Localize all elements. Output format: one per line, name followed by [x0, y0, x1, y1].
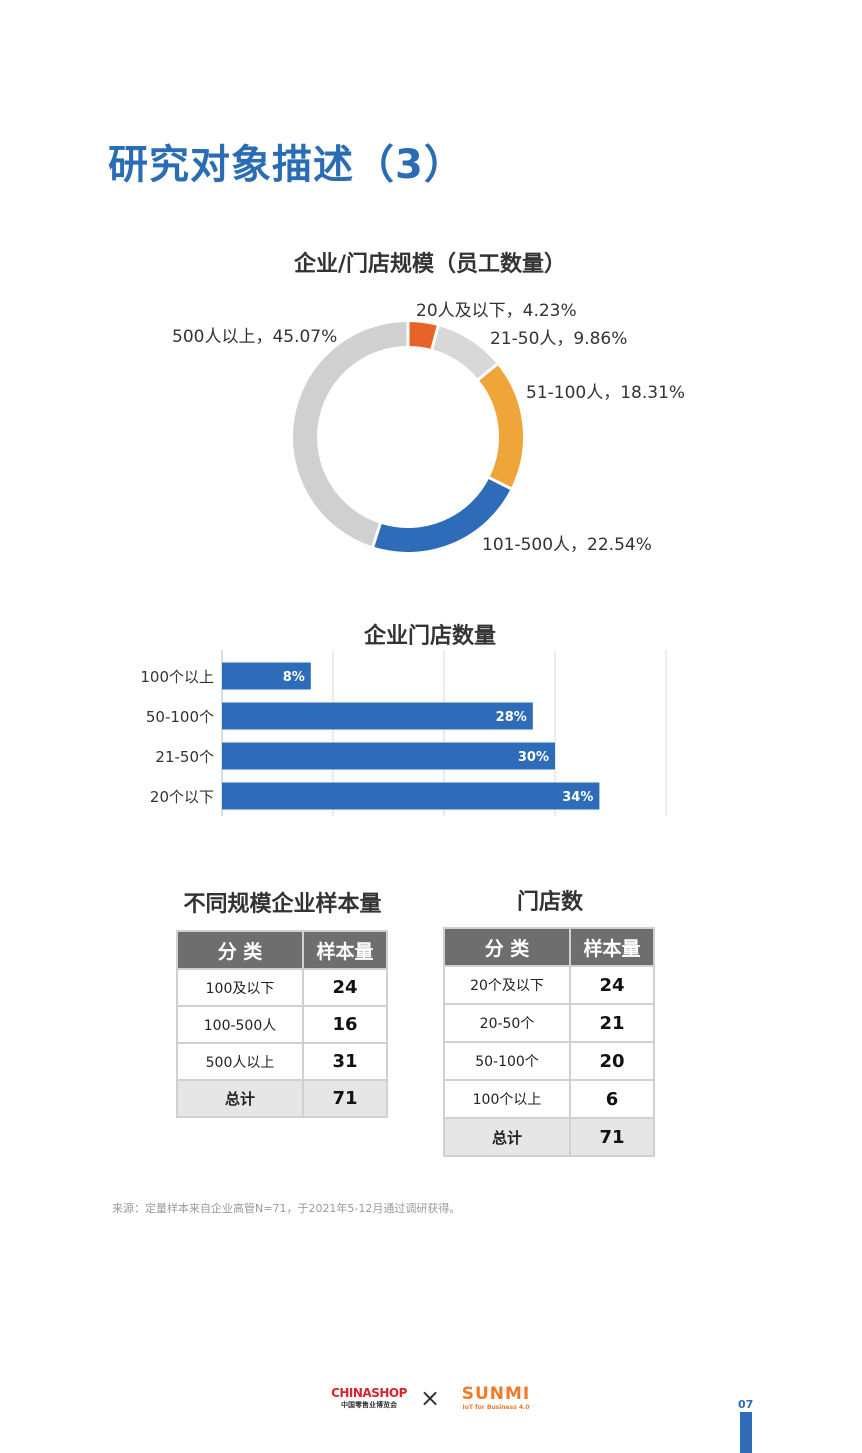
donut-chart-title: 企业/门店规模（员工数量） — [293, 252, 567, 277]
donut-slice-separator — [371, 522, 382, 548]
bar — [222, 662, 311, 690]
donut-label-500-above: 500人以上，45.07% — [172, 327, 338, 347]
donut-label-101-500: 101-500人，22.54% — [482, 535, 652, 555]
table-row: 100个以上 6 — [443, 1079, 655, 1119]
table2-title: 门店数 — [516, 890, 583, 915]
sample-size-by-scale-table: 分 类 样本量 100及以下 24 100-500人 16 500人以上 31 … — [176, 930, 388, 1118]
table1-header-category: 分 类 — [176, 930, 304, 970]
bar-chart-title: 企业门店数量 — [363, 624, 496, 649]
table1-cell-category: 100-500人 — [176, 1005, 304, 1044]
sunmi-logo-subtext: IoT for Business 4.0 — [462, 1404, 530, 1411]
table2-header-category: 分 类 — [443, 927, 571, 967]
bar — [222, 702, 533, 730]
bar-value-label: 30% — [518, 750, 549, 765]
sunmi-logo-text: SUNMI — [461, 1384, 531, 1404]
source-note: 来源：定量样本来自企业高管N=71，于2021年5-12月通过调研获得。 — [112, 1202, 461, 1215]
donut-label-51-100: 51-100人，18.31% — [526, 383, 686, 403]
bar-category-label: 21-50个 — [155, 748, 214, 766]
table1-cell-category: 100及以下 — [176, 968, 304, 1007]
donut-slice — [431, 326, 498, 380]
table-row: 500人以上 31 — [176, 1042, 388, 1081]
table1-cell-samples: 16 — [302, 1005, 388, 1044]
store-count-table: 分 类 样本量 20个及以下 24 20-50个 21 50-100个 20 1… — [443, 927, 655, 1157]
table2-cell-samples: 20 — [569, 1041, 655, 1081]
table-row: 100-500人 16 — [176, 1005, 388, 1044]
table1-cell-category: 500人以上 — [176, 1042, 304, 1081]
table1-cell-samples: 24 — [302, 968, 388, 1007]
sunmi-logo: SUNMI IoT for Business 4.0 — [456, 1384, 536, 1411]
table1-total-label: 总计 — [176, 1079, 304, 1118]
donut-label-21-50: 21-50人，9.86% — [490, 329, 628, 349]
bar-category-label: 20个以下 — [150, 788, 214, 806]
page-number: 07 — [738, 1398, 754, 1411]
times-icon: × — [420, 1384, 441, 1412]
chinashop-logo-subtext: 中国零售业博览会 — [341, 1401, 397, 1409]
bar-value-label: 28% — [496, 710, 527, 725]
table2-cell-samples: 6 — [569, 1079, 655, 1119]
table2-cell-category: 20个及以下 — [443, 965, 571, 1005]
table-row: 20个及以下 24 — [443, 965, 655, 1005]
donut-slice — [478, 364, 523, 489]
table2-cell-category: 100个以上 — [443, 1079, 571, 1119]
chinashop-logo: CHINASHOP 中国零售业博览会 — [330, 1386, 408, 1410]
table2-header-samples: 样本量 — [569, 927, 655, 967]
table2-total-label: 总计 — [443, 1117, 571, 1157]
donut-slice — [407, 322, 439, 350]
table1-cell-samples: 31 — [302, 1042, 388, 1081]
bar-category-label: 50-100个 — [146, 708, 214, 726]
table-row: 50-100个 20 — [443, 1041, 655, 1081]
table2-cell-samples: 21 — [569, 1003, 655, 1043]
bar-value-label: 34% — [562, 790, 593, 805]
bar-chart: 8% 100个以上 28% 50-100个 30% 21-50个 34% 20个以下 — [140, 650, 667, 816]
table-row: 20-50个 21 — [443, 1003, 655, 1043]
table1-header-samples: 样本量 — [302, 930, 388, 970]
table2-total-value: 71 — [569, 1117, 655, 1157]
page-title: 研究对象描述（3） — [108, 142, 465, 188]
donut-slice — [293, 322, 409, 547]
chinashop-logo-text: CHINASHOP — [331, 1386, 407, 1400]
donut-slice-separator — [476, 362, 499, 382]
bar — [222, 782, 600, 810]
page-edge-bar — [740, 1412, 752, 1453]
bar-value-label: 8% — [283, 670, 305, 685]
table2-cell-category: 20-50个 — [443, 1003, 571, 1043]
table2-cell-category: 50-100个 — [443, 1041, 571, 1081]
donut-chart — [293, 321, 523, 552]
table1-title: 不同规模企业样本量 — [183, 892, 382, 917]
bar-category-label: 100个以上 — [140, 668, 214, 686]
table-row: 100及以下 24 — [176, 968, 388, 1007]
table2-cell-samples: 24 — [569, 965, 655, 1005]
donut-slice-separator — [430, 324, 440, 351]
table1-total-value: 71 — [302, 1079, 388, 1118]
donut-slice — [372, 477, 511, 552]
table-total-row: 总计 71 — [176, 1079, 388, 1118]
donut-label-20-and-below: 20人及以下，4.23% — [416, 301, 577, 321]
bar — [222, 742, 555, 770]
table-total-row: 总计 71 — [443, 1117, 655, 1157]
donut-slice-separator — [487, 475, 513, 491]
